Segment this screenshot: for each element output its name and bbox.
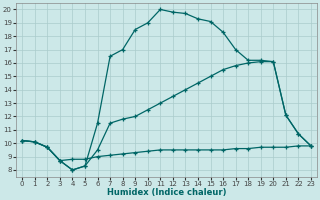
X-axis label: Humidex (Indice chaleur): Humidex (Indice chaleur) bbox=[107, 188, 226, 197]
